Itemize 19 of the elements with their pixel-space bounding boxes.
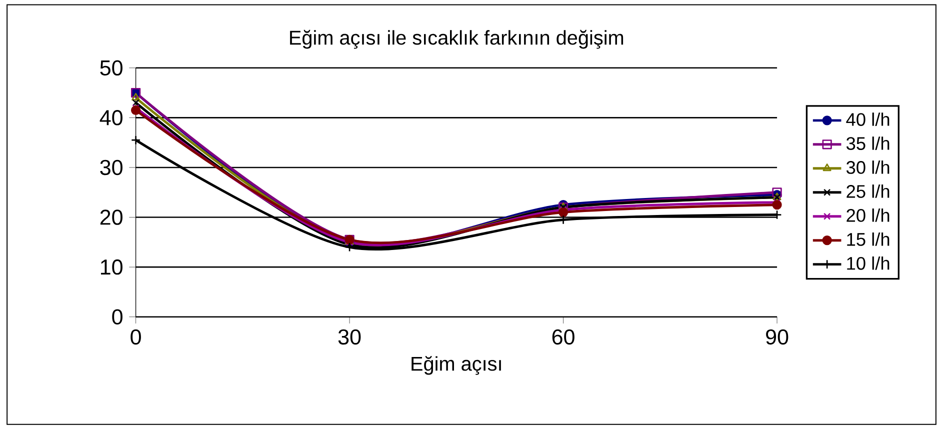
y-tick-label: 20 xyxy=(100,210,122,225)
legend-label: 35 l/h xyxy=(846,136,890,150)
x-tick-label: 90 xyxy=(766,329,788,345)
legend-label: 15 l/h xyxy=(847,232,890,246)
legend-label: 40 l/h xyxy=(846,112,890,126)
legend-label: 20 l/h xyxy=(846,208,890,222)
x-axis-title: Eğim açısı xyxy=(412,356,501,375)
x-tick-label: 60 xyxy=(552,329,574,345)
x-tick-label: 30 xyxy=(338,329,361,345)
legend-label: 10 l/h xyxy=(847,256,890,270)
y-tick-label: 50 xyxy=(100,60,122,76)
y-tick-label: 10 xyxy=(100,260,122,275)
y-tick-label: 40 xyxy=(100,110,122,126)
legend-label: 25 l/h xyxy=(846,184,890,198)
chart-title: Eğim açısı ile sıcaklık farkının değişim xyxy=(290,30,624,49)
y-tick-label: 0 xyxy=(112,309,122,325)
x-tick-label: 0 xyxy=(130,329,141,345)
legend-label: 30 l/h xyxy=(846,160,890,174)
y-tick-label: 30 xyxy=(100,160,122,176)
